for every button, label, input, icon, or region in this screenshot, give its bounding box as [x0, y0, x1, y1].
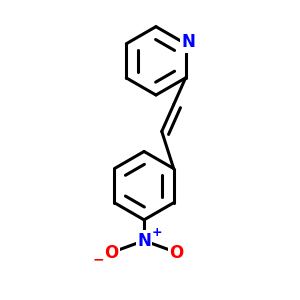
Text: O: O [169, 244, 184, 262]
Text: N: N [137, 232, 151, 250]
Text: −: − [92, 252, 104, 266]
Text: O: O [104, 244, 118, 262]
Text: +: + [151, 226, 162, 239]
Text: N: N [182, 33, 196, 51]
